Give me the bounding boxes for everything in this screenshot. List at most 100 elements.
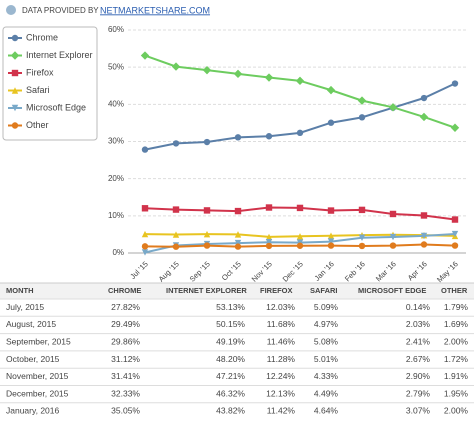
marker bbox=[171, 62, 181, 71]
marker bbox=[295, 76, 305, 86]
value-cell: 5.01% bbox=[314, 354, 339, 364]
y-tick-label: 30% bbox=[108, 137, 124, 146]
value-cell: 1.95% bbox=[444, 388, 469, 398]
marker bbox=[327, 119, 335, 126]
month-cell: November, 2015 bbox=[6, 371, 69, 381]
marker bbox=[327, 232, 335, 239]
marker bbox=[11, 122, 19, 129]
value-cell: 35.05% bbox=[111, 406, 140, 416]
marker bbox=[203, 230, 211, 238]
provider-text: DATA PROVIDED BY bbox=[22, 6, 99, 15]
value-cell: 2.00% bbox=[444, 406, 469, 416]
marker bbox=[203, 242, 211, 249]
marker bbox=[296, 204, 304, 212]
table-header-bg bbox=[0, 283, 474, 299]
value-cell: 5.09% bbox=[314, 302, 339, 312]
logo-icon bbox=[6, 5, 16, 15]
marker bbox=[141, 249, 149, 256]
column-header: INTERNET EXPLORER bbox=[166, 286, 247, 295]
value-cell: 50.15% bbox=[216, 319, 245, 329]
value-cell: 27.82% bbox=[111, 302, 140, 312]
month-cell: January, 2016 bbox=[6, 406, 60, 416]
marker bbox=[451, 216, 459, 223]
value-cell: 2.90% bbox=[406, 371, 431, 381]
value-cell: 4.97% bbox=[314, 319, 339, 329]
marker bbox=[420, 212, 428, 219]
marker bbox=[420, 241, 428, 248]
marker bbox=[265, 242, 273, 250]
marker bbox=[357, 96, 367, 105]
marker bbox=[141, 243, 149, 250]
value-cell: 53.13% bbox=[216, 302, 245, 312]
value-cell: 49.19% bbox=[216, 337, 245, 347]
value-cell: 46.32% bbox=[216, 388, 245, 398]
marker bbox=[327, 242, 335, 249]
marker bbox=[327, 238, 335, 245]
marker bbox=[234, 243, 242, 250]
y-tick-label: 50% bbox=[108, 62, 124, 71]
value-cell: 2.79% bbox=[406, 388, 431, 398]
marker bbox=[265, 239, 273, 246]
marker bbox=[419, 112, 429, 122]
marker bbox=[11, 104, 19, 112]
value-cell: 11.46% bbox=[267, 337, 296, 347]
y-tick-label: 0% bbox=[112, 248, 124, 257]
month-cell: August, 2015 bbox=[6, 319, 56, 329]
marker bbox=[10, 51, 20, 60]
marker bbox=[389, 233, 397, 241]
value-cell: 4.49% bbox=[314, 388, 339, 398]
marker bbox=[203, 138, 211, 146]
value-cell: 4.64% bbox=[314, 406, 339, 416]
value-cell: 4.33% bbox=[314, 371, 339, 381]
value-cell: 11.42% bbox=[267, 406, 296, 416]
month-cell: September, 2015 bbox=[6, 337, 71, 347]
marker bbox=[141, 230, 149, 238]
legend-label: Chrome bbox=[26, 32, 58, 42]
value-cell: 3.07% bbox=[406, 406, 431, 416]
column-header: MICROSOFT EDGE bbox=[358, 286, 426, 295]
marker bbox=[172, 140, 180, 147]
column-header: OTHER bbox=[441, 286, 468, 295]
value-cell: 1.69% bbox=[444, 319, 469, 329]
marker bbox=[234, 231, 242, 238]
marker bbox=[265, 133, 273, 140]
marker bbox=[389, 242, 397, 249]
marker bbox=[202, 65, 212, 75]
marker bbox=[327, 207, 335, 214]
marker bbox=[451, 242, 459, 249]
legend-label: Other bbox=[26, 120, 49, 130]
value-cell: 29.49% bbox=[111, 319, 140, 329]
value-cell: 0.14% bbox=[406, 302, 431, 312]
value-cell: 47.21% bbox=[216, 371, 245, 381]
value-cell: 43.82% bbox=[216, 406, 245, 416]
provider-link[interactable]: NETMARKETSHARE.COM bbox=[100, 5, 210, 15]
marker bbox=[296, 233, 304, 240]
value-cell: 11.68% bbox=[267, 319, 296, 329]
marker bbox=[358, 114, 366, 121]
marker bbox=[389, 210, 397, 218]
marker bbox=[172, 206, 180, 213]
value-cell: 11.28% bbox=[267, 354, 296, 364]
y-tick-label: 20% bbox=[108, 174, 124, 183]
marker bbox=[234, 207, 242, 215]
marker bbox=[11, 34, 19, 42]
value-cell: 1.91% bbox=[444, 371, 469, 381]
value-cell: 2.03% bbox=[406, 319, 431, 329]
marker bbox=[141, 205, 149, 212]
value-cell: 12.24% bbox=[266, 371, 295, 381]
value-cell: 1.72% bbox=[444, 354, 469, 364]
value-cell: 12.03% bbox=[266, 302, 295, 312]
month-cell: October, 2015 bbox=[6, 354, 60, 364]
marker bbox=[420, 232, 428, 240]
marker bbox=[233, 69, 243, 79]
marker bbox=[140, 51, 150, 60]
marker bbox=[141, 146, 149, 153]
value-cell: 32.33% bbox=[111, 388, 140, 398]
value-cell: 5.08% bbox=[314, 337, 339, 347]
marker bbox=[326, 85, 336, 95]
marker bbox=[358, 242, 366, 250]
legend-label: Safari bbox=[26, 85, 50, 95]
marker bbox=[172, 243, 180, 250]
marker bbox=[203, 207, 211, 214]
